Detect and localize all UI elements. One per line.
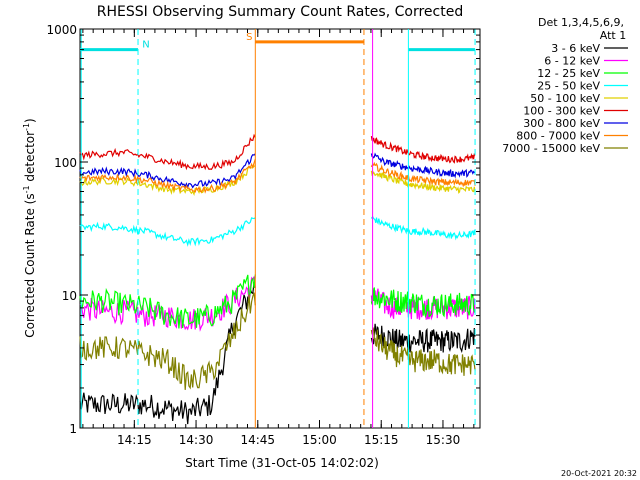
vertical-markers	[80, 29, 476, 428]
series-line-2-before	[79, 274, 256, 329]
legend-label-6: 300 - 800 keV	[523, 117, 600, 130]
y-axis-label-part1: Corrected Count Rate (s	[23, 193, 37, 337]
flag-label-S: S	[246, 32, 252, 43]
series-line-8-before	[79, 292, 256, 390]
series-line-7-before	[79, 158, 256, 194]
legend-label-3: 25 - 50 keV	[537, 80, 600, 93]
series-line-2-after	[370, 287, 476, 318]
legend-label-2: 12 - 25 keV	[537, 67, 600, 80]
y-axis-label-sup1: -1	[22, 185, 31, 193]
y-tick-label-2: 100	[54, 156, 77, 170]
legend-label-5: 100 - 300 keV	[523, 105, 600, 118]
series-line-5-after	[370, 135, 476, 164]
series-line-7-after	[370, 161, 476, 188]
y-axis-label: Corrected Count Rate (s-1 detector-1)	[22, 118, 37, 337]
legend-title-line1: Det 1,3,4,5,6,9,	[538, 16, 624, 29]
x-tick-label-3: 15:00	[302, 433, 337, 447]
y-axis-label-part3: )	[23, 118, 37, 123]
x-tick-label-1: 14:30	[179, 433, 214, 447]
x-axis-label: Start Time (31-Oct-05 14:02:02)	[185, 456, 379, 470]
legend-label-1: 6 - 12 keV	[544, 55, 600, 68]
y-axis-label-part2: detector	[23, 131, 37, 186]
legend-label-4: 50 - 100 keV	[530, 92, 600, 105]
x-tick-label-0: 14:15	[117, 433, 152, 447]
series-line-5-before	[79, 133, 256, 171]
plot-area	[79, 28, 481, 429]
flag-bars: NS	[80, 32, 476, 52]
flag-label-N: N	[142, 40, 149, 51]
chart-title: RHESSI Observing Summary Count Rates, Co…	[97, 4, 463, 20]
y-axis-label-sup2: -1	[22, 123, 31, 131]
plot-frame	[79, 28, 481, 429]
y-tick-label-0: 1	[69, 422, 77, 436]
series-lines	[79, 133, 476, 425]
series-line-3-before	[79, 217, 256, 247]
x-tick-label-5: 15:30	[426, 433, 461, 447]
legend-label-0: 3 - 6 keV	[551, 42, 600, 55]
x-tick-label-4: 15:15	[364, 433, 399, 447]
y-tick-label-3: 1000	[46, 23, 77, 37]
series-line-6-after	[370, 152, 476, 179]
axes: 14:15 14:30 14:45 15:00 15:15 15:30 1 10 100 1000	[46, 23, 480, 447]
legend-title-line2: Att 1	[600, 29, 626, 42]
x-tick-label-2: 14:45	[240, 433, 275, 447]
series-line-8-after	[370, 327, 476, 376]
series-line-3-after	[370, 216, 476, 241]
y-tick-label-1: 10	[62, 289, 77, 303]
timestamp: 20-Oct-2021 20:32	[561, 469, 637, 478]
legend-label-7: 800 - 7000 keV	[516, 130, 600, 143]
legend-label-8: 7000 - 15000 keV	[502, 142, 600, 155]
series-line-0-after	[370, 323, 476, 354]
